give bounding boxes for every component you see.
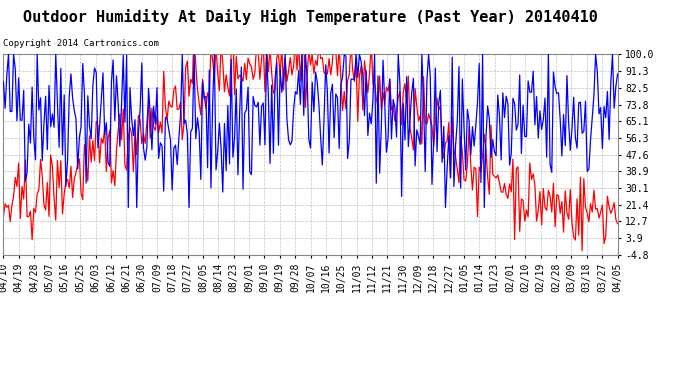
Text: Humidity (%): Humidity (%) (437, 26, 506, 35)
Text: Temp (°F): Temp (°F) (557, 26, 609, 35)
Text: Outdoor Humidity At Daily High Temperature (Past Year) 20140410: Outdoor Humidity At Daily High Temperatu… (23, 9, 598, 26)
Text: Copyright 2014 Cartronics.com: Copyright 2014 Cartronics.com (3, 39, 159, 48)
